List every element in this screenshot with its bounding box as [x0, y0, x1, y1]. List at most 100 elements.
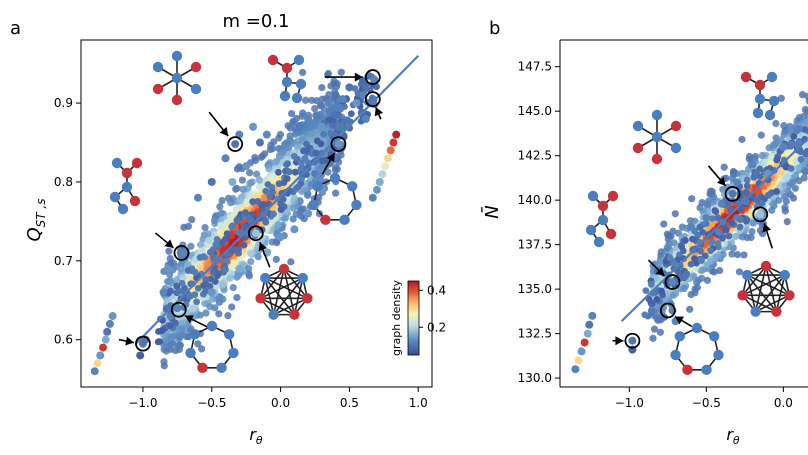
- density-point: [206, 302, 214, 311]
- density-point: [254, 253, 262, 261]
- graph-edge: [283, 268, 296, 315]
- density-point: [758, 151, 766, 160]
- sparse-point: [291, 168, 299, 176]
- graph-edge: [775, 274, 786, 312]
- graph-node: [171, 94, 183, 106]
- data-point: [386, 146, 395, 155]
- density-point: [226, 274, 234, 282]
- density-point: [286, 136, 294, 144]
- data-point: [686, 222, 695, 231]
- density-point: [789, 178, 797, 186]
- data-point: [317, 122, 326, 131]
- density-point: [179, 274, 187, 282]
- sparse-point: [802, 150, 808, 158]
- graph-node: [289, 309, 300, 320]
- data-point: [580, 338, 589, 347]
- sparse-point: [262, 187, 270, 195]
- sparse-point: [209, 268, 217, 276]
- data-point: [389, 138, 398, 147]
- colorbar-ticks: 0.2 0.4: [419, 283, 446, 334]
- density-point: [292, 210, 300, 218]
- callout-ring: [624, 332, 641, 349]
- density-point: [660, 220, 668, 228]
- sparse-point: [297, 159, 305, 167]
- graph-edge: [272, 277, 304, 316]
- callout-ring: [364, 91, 381, 108]
- data-point: [370, 75, 379, 84]
- data-point: [207, 177, 216, 186]
- density-point: [177, 325, 185, 333]
- sparse-point: [264, 180, 272, 188]
- graph-edge: [742, 274, 786, 297]
- sparse-point: [347, 110, 355, 118]
- sparse-point: [279, 196, 287, 203]
- density-point: [265, 165, 273, 173]
- callout-ring: [659, 302, 676, 319]
- graph-node: [121, 167, 133, 179]
- colorbar-tick-label: 0.4: [427, 283, 446, 297]
- graph-edge: [260, 297, 295, 316]
- graph-edge: [746, 274, 778, 313]
- density-point: [215, 293, 224, 302]
- graph-node: [651, 131, 663, 143]
- panel-a-y-label: QST ,s: [24, 199, 48, 242]
- graph-node: [197, 362, 208, 374]
- callout-ring: [364, 69, 381, 85]
- density-point: [294, 142, 302, 150]
- y-tick-label: 0.9: [54, 96, 73, 110]
- sparse-point: [743, 176, 751, 184]
- density-point: [777, 94, 785, 102]
- sparse-point: [736, 223, 744, 231]
- sparse-point: [270, 210, 277, 218]
- data-point: [304, 209, 313, 218]
- sparse-point: [714, 240, 722, 247]
- sparse-point: [223, 230, 231, 238]
- graph-node: [171, 72, 183, 84]
- callout-ring: [170, 301, 187, 318]
- graph-node: [281, 62, 293, 74]
- colorbar-gradient: [407, 280, 420, 356]
- graph-node: [709, 331, 720, 342]
- density-point: [172, 347, 180, 355]
- x-tick-label: −0.5: [692, 396, 721, 410]
- graph-node: [347, 181, 358, 192]
- data-point: [345, 83, 354, 92]
- density-point: [217, 209, 225, 217]
- data-point: [159, 288, 168, 297]
- density-point: [290, 118, 298, 126]
- data-point: [324, 99, 333, 108]
- data-point: [228, 177, 237, 186]
- x-tick-label: 0.0: [271, 396, 290, 410]
- callout-ring: [724, 186, 741, 202]
- density-point: [707, 187, 715, 195]
- data-point: [583, 329, 592, 338]
- density-point: [733, 251, 742, 259]
- sparse-point: [742, 189, 750, 197]
- density-point: [274, 221, 282, 229]
- graph-node: [701, 364, 712, 376]
- sparse-point: [680, 255, 688, 263]
- density-point: [301, 96, 310, 104]
- graph-edge: [754, 265, 767, 312]
- callout-ring: [330, 136, 347, 153]
- data-point: [702, 213, 711, 222]
- graph-node: [121, 181, 133, 193]
- graph-node: [185, 347, 196, 359]
- density-point: [165, 247, 173, 255]
- density-point: [795, 113, 803, 122]
- density-point: [228, 303, 236, 311]
- x-tick-label: 0.5: [340, 396, 359, 410]
- graph-node: [278, 263, 290, 275]
- data-point: [99, 343, 108, 352]
- density-point: [316, 102, 325, 110]
- density-point: [337, 68, 345, 76]
- graph-node: [651, 109, 663, 121]
- density-point: [235, 163, 243, 171]
- density-point: [295, 122, 303, 130]
- sparse-point: [202, 287, 209, 295]
- sparse-point: [207, 275, 215, 283]
- density-point: [279, 148, 287, 157]
- graph-node: [670, 142, 682, 154]
- sparse-point: [321, 156, 329, 164]
- sparse-point: [233, 217, 241, 224]
